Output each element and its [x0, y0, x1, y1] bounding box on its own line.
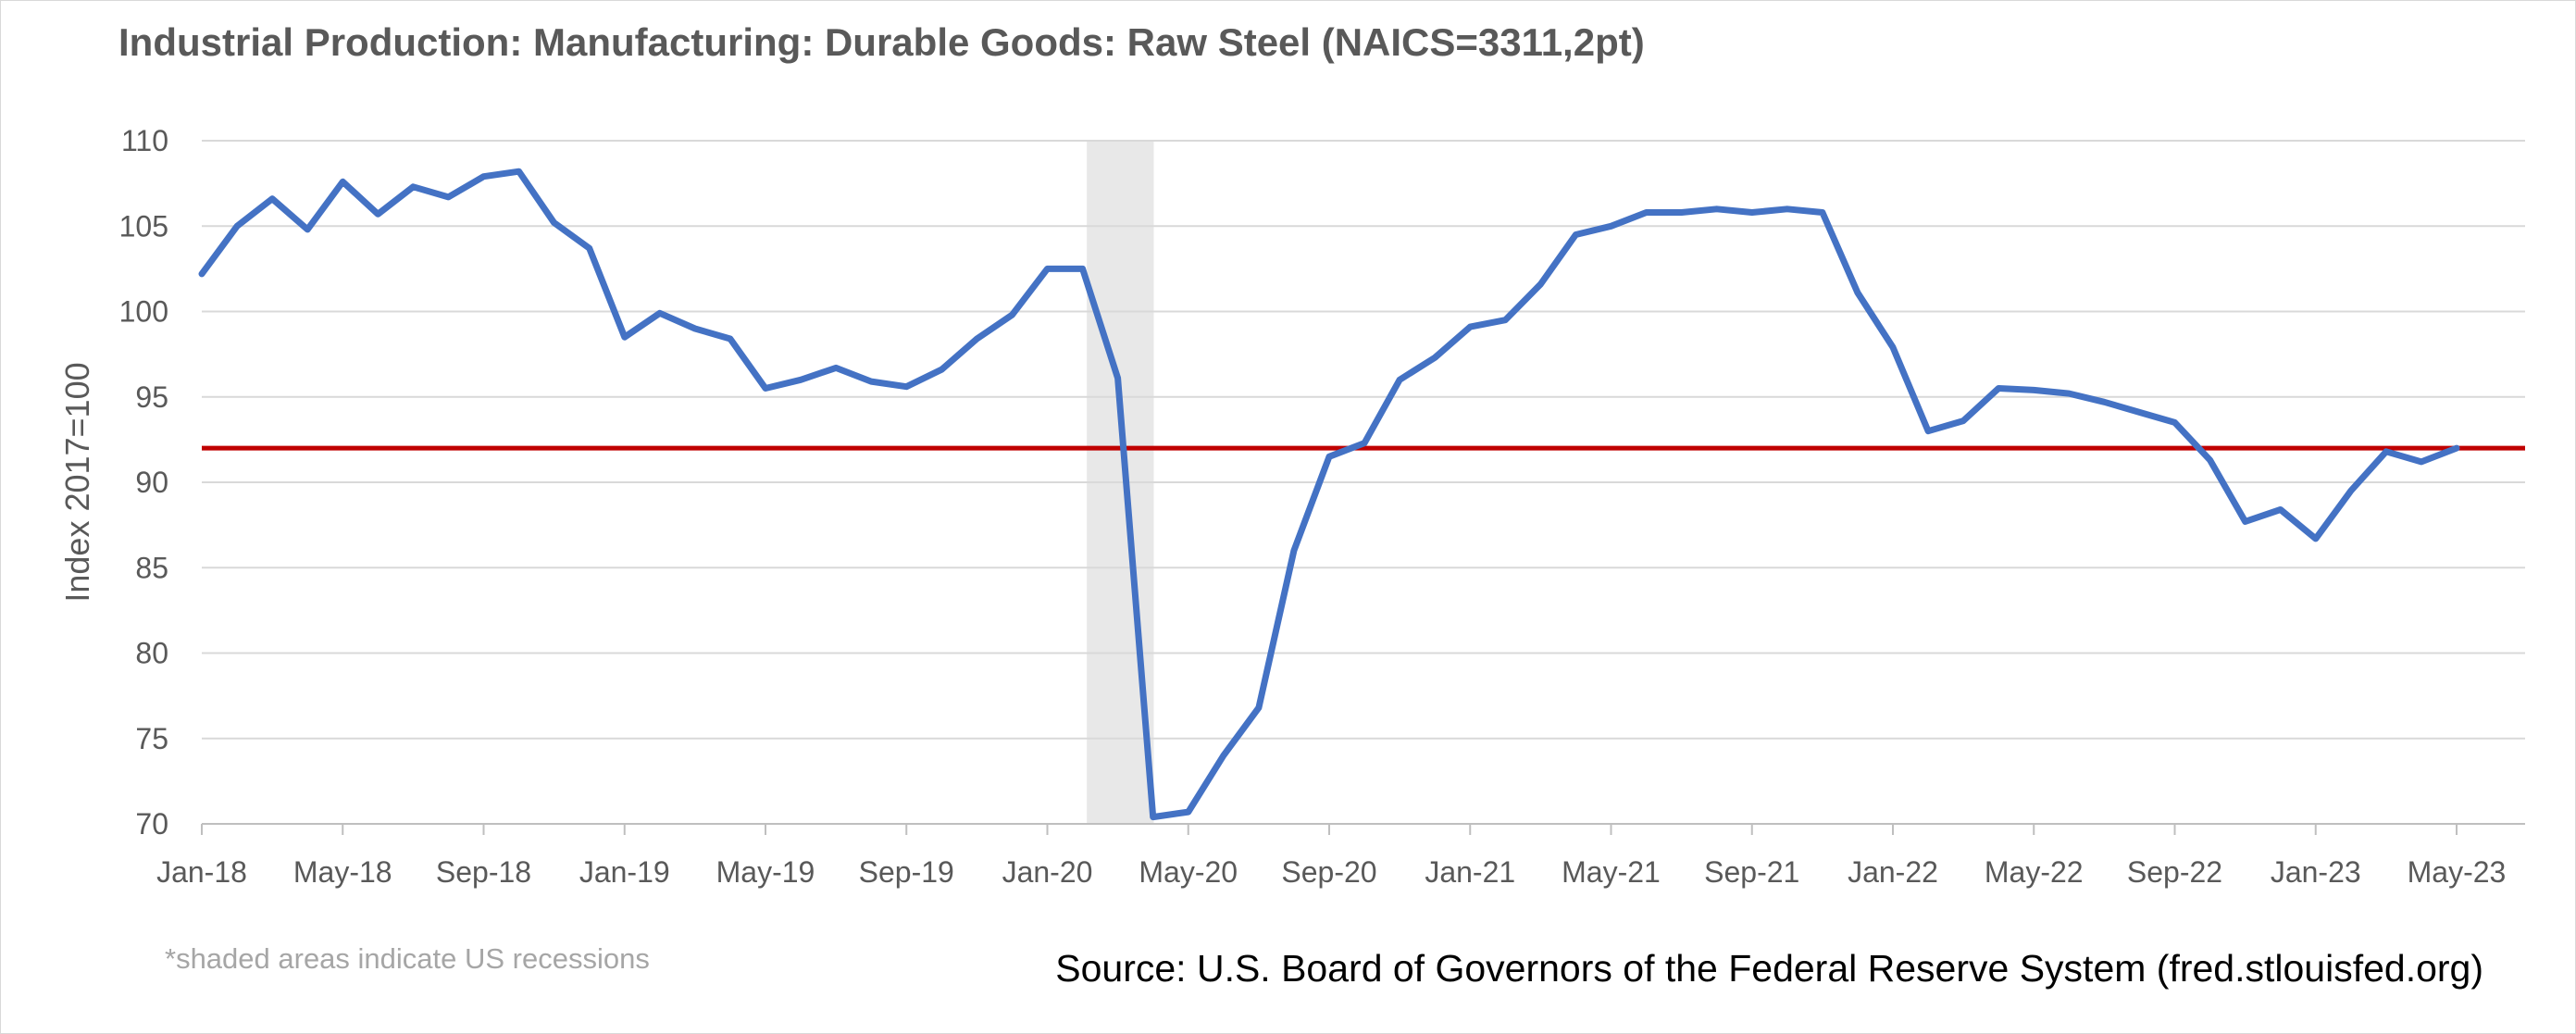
x-tick-label: Jan-18: [156, 855, 247, 889]
x-tick-label: Jan-21: [1425, 855, 1515, 889]
y-axis-tick-labels: 70 75 80 85 90 95 100 105 110: [119, 124, 168, 841]
x-tick-label: Sep-20: [1281, 855, 1376, 889]
y-tick-label: 95: [135, 380, 168, 414]
x-axis: [201, 823, 2525, 835]
y-tick-label: 100: [119, 295, 168, 329]
x-tick-label: May-20: [1139, 855, 1238, 889]
x-tick-label: May-22: [1985, 855, 2084, 889]
x-tick-label: May-19: [716, 855, 815, 889]
x-tick-label: Sep-18: [436, 855, 531, 889]
x-tick-label: May-21: [1562, 855, 1661, 889]
y-tick-label: 110: [121, 124, 168, 157]
y-axis-label: Index 2017=100: [58, 362, 96, 602]
x-tick-label: May-23: [2408, 855, 2507, 889]
y-tick-label: 85: [135, 551, 168, 584]
y-tick-label: 90: [135, 466, 168, 499]
x-tick-label: Jan-22: [1848, 855, 1938, 889]
source-text: Source: U.S. Board of Governors of the F…: [1055, 947, 2483, 990]
series-line-raw-steel: [198, 168, 2460, 821]
y-tick-label: 105: [119, 209, 168, 243]
x-tick-label: Jan-23: [2271, 855, 2361, 889]
y-tick-label: 70: [135, 807, 168, 841]
x-tick-label: May-18: [293, 855, 392, 889]
gridlines: [202, 140, 2525, 740]
x-tick-label: Sep-22: [2127, 855, 2222, 889]
x-tick-label: Jan-20: [1002, 855, 1093, 889]
chart-title: Industrial Production: Manufacturing: Du…: [118, 20, 1645, 64]
x-tick-label: Sep-21: [1704, 855, 1799, 889]
recession-note: *shaded areas indicate US recessions: [165, 942, 650, 975]
x-tick-label: Sep-19: [859, 855, 954, 889]
y-tick-label: 80: [135, 637, 168, 670]
x-tick-label: Jan-19: [579, 855, 670, 889]
y-tick-label: 75: [135, 722, 168, 755]
x-axis-tick-labels: Jan-18 May-18 Sep-18 Jan-19 May-19 Sep-19 Jan-…: [156, 855, 2506, 889]
series-layer: [198, 168, 2460, 821]
